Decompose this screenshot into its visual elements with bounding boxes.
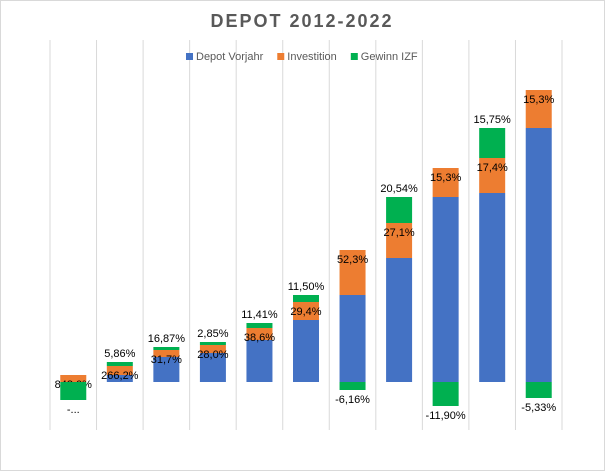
- data-label: -11,90%: [426, 410, 466, 422]
- data-label: 29,4%: [290, 306, 321, 318]
- data-label: 20,54%: [380, 183, 418, 195]
- bar-segment: [246, 323, 273, 328]
- bar-segment: [525, 382, 552, 398]
- bar-segment: [386, 258, 413, 382]
- bar-segment: [199, 345, 226, 353]
- bar-segment: [432, 197, 459, 382]
- bar-segment: [199, 342, 226, 345]
- bar-segment: [479, 193, 506, 382]
- data-label: 27,1%: [383, 227, 414, 239]
- bar-segment: [479, 128, 506, 158]
- legend-label: Gewinn IZF: [361, 51, 418, 63]
- bar-segment: [339, 250, 366, 295]
- bar-segment: [199, 353, 226, 382]
- bar-segment: [525, 90, 552, 128]
- data-label: 2,85%: [197, 328, 228, 340]
- bar-segment: [106, 362, 133, 366]
- data-label: 28,0%: [197, 349, 228, 361]
- data-label: 5,86%: [104, 348, 135, 360]
- bar-segment: [293, 302, 319, 320]
- data-label: 11,41%: [241, 309, 278, 321]
- bar-segment: [386, 197, 413, 223]
- bar-segment: [432, 168, 459, 197]
- legend-swatch: [350, 53, 358, 60]
- data-label: 15,3%: [430, 172, 461, 184]
- bar-segment: [339, 382, 366, 390]
- bar-segment: [153, 357, 180, 382]
- bar-segment: [479, 158, 506, 193]
- data-label: -6,16%: [335, 394, 370, 406]
- data-label: 38,6%: [244, 332, 275, 344]
- data-label: 11,50%: [288, 281, 325, 293]
- bar-segment: [386, 223, 413, 258]
- data-label: 17,4%: [477, 162, 508, 174]
- data-label: 266,2%: [101, 370, 139, 382]
- bar-segment: [153, 347, 180, 350]
- data-label: -5,33%: [521, 402, 556, 414]
- data-label: 15,3%: [523, 94, 554, 106]
- bar-segment: [106, 366, 133, 375]
- data-label: -...: [67, 404, 80, 416]
- chart-title: DEPOT 2012-2022: [210, 11, 393, 31]
- data-label: 31,7%: [151, 354, 182, 366]
- bar-segment: [106, 375, 133, 382]
- bar-segment: [339, 295, 366, 382]
- legend-swatch: [277, 53, 285, 60]
- bar-segment: [525, 128, 552, 382]
- bar-segment: [153, 350, 180, 357]
- bar-segment: [60, 382, 87, 400]
- bar-segment: [60, 375, 87, 382]
- bar-segment: [293, 295, 319, 302]
- bar-segment: [293, 320, 319, 382]
- legend-swatch: [186, 53, 193, 60]
- legend-label: Depot Vorjahr: [196, 51, 264, 63]
- bar-segment: [246, 328, 273, 340]
- legend-label: Investition: [287, 51, 337, 63]
- data-label: 15,75%: [474, 114, 512, 126]
- data-label: 16,87%: [148, 333, 186, 345]
- bar-segment: [246, 340, 273, 382]
- data-label: 52,3%: [337, 254, 368, 266]
- bar-segment: [432, 382, 459, 406]
